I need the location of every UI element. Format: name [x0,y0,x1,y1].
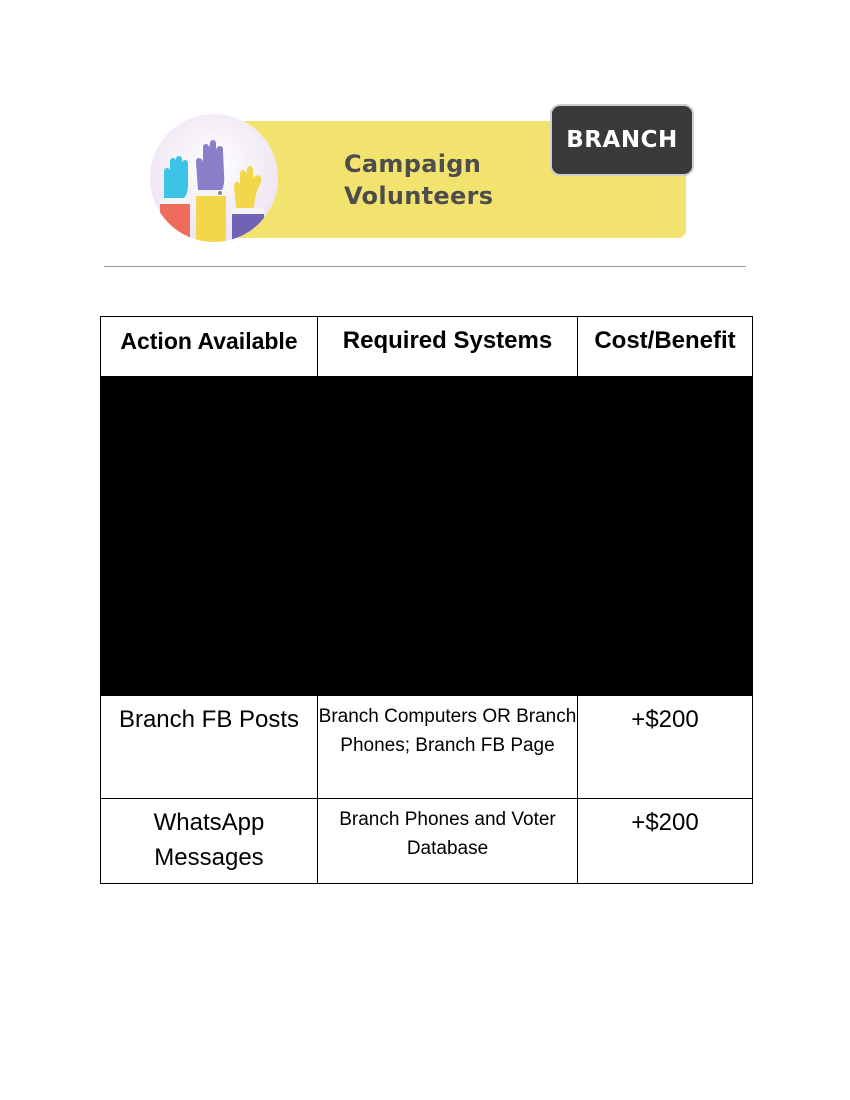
redacted-cell [100,376,318,696]
raised-hands-icon [150,114,278,242]
actions-table: Action Available Required Systems Cost/B… [100,316,753,884]
action-cell: WhatsApp Messages [153,809,265,871]
cost-cell: +$200 [631,706,699,733]
column-header-systems: Required Systems [317,316,578,377]
column-header-action: Action Available [100,316,318,377]
redacted-cell [317,376,578,696]
redacted-cell [577,376,753,696]
branch-badge: BRANCH [550,104,694,176]
systems-cell: Branch Phones and Voter Database [339,809,556,859]
table-row: WhatsApp Messages Branch Phones and Vote… [100,798,753,884]
table-row: Branch FB Posts Branch Computers OR Bran… [100,695,753,799]
table-header-row: Action Available Required Systems Cost/B… [100,316,753,377]
cost-cell: +$200 [631,809,699,836]
redacted-row [100,376,753,696]
systems-cell: Branch Computers OR Branch Phones; Branc… [318,706,577,756]
banner-title: Campaign Volunteers [344,148,493,212]
banner-title-line1: Campaign [344,150,482,178]
banner-title-line2: Volunteers [344,182,494,210]
column-header-cost: Cost/Benefit [577,316,753,377]
action-cell: Branch FB Posts [118,706,300,733]
campaign-volunteers-banner: Campaign Volunteers BRANCH [150,104,696,244]
header-divider [104,266,746,267]
